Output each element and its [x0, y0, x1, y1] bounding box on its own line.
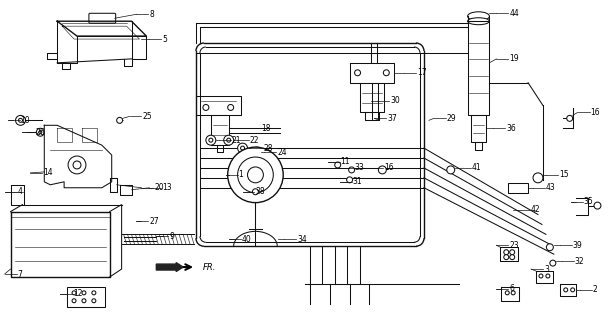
Text: 29: 29: [447, 114, 457, 123]
Circle shape: [72, 291, 76, 295]
Text: 10: 10: [20, 116, 30, 125]
Text: 19: 19: [509, 54, 519, 63]
Circle shape: [68, 156, 86, 174]
Circle shape: [504, 250, 509, 255]
Circle shape: [539, 274, 543, 278]
Circle shape: [92, 299, 96, 303]
Text: 28: 28: [264, 144, 273, 153]
Circle shape: [510, 255, 515, 260]
Text: 16: 16: [590, 108, 600, 117]
Text: 22: 22: [249, 136, 259, 145]
Text: 14: 14: [44, 168, 53, 177]
Text: 3: 3: [544, 265, 549, 274]
Text: 35: 35: [584, 197, 593, 206]
Text: 31: 31: [352, 177, 362, 186]
Text: 42: 42: [531, 205, 541, 214]
Text: 8: 8: [150, 10, 154, 19]
Circle shape: [224, 135, 234, 145]
FancyArrow shape: [156, 263, 183, 272]
Circle shape: [18, 118, 23, 122]
Circle shape: [354, 70, 360, 76]
Circle shape: [72, 299, 76, 303]
Circle shape: [227, 147, 283, 203]
Text: 18: 18: [261, 124, 271, 133]
Text: 41: 41: [471, 164, 481, 172]
Circle shape: [546, 274, 550, 278]
Circle shape: [15, 116, 26, 125]
FancyBboxPatch shape: [89, 13, 116, 23]
Bar: [508, 183, 528, 193]
Circle shape: [238, 157, 273, 193]
Circle shape: [533, 173, 543, 183]
Text: 1: 1: [238, 170, 243, 180]
Circle shape: [36, 128, 44, 136]
Text: 44: 44: [509, 9, 519, 18]
Text: 20: 20: [154, 183, 164, 192]
Text: 13: 13: [162, 183, 172, 192]
Text: 7: 7: [18, 269, 23, 278]
Text: 23: 23: [509, 241, 519, 250]
Text: 21: 21: [232, 136, 241, 145]
Circle shape: [116, 117, 123, 123]
Circle shape: [346, 177, 352, 183]
Circle shape: [505, 291, 509, 295]
Text: 25: 25: [142, 112, 152, 121]
Text: 43: 43: [546, 183, 555, 192]
Text: 2: 2: [593, 285, 597, 294]
Circle shape: [203, 105, 209, 110]
Text: 36: 36: [506, 124, 516, 133]
Text: 34: 34: [297, 235, 307, 244]
Circle shape: [511, 291, 515, 295]
Text: 4: 4: [18, 187, 23, 196]
Text: 40: 40: [242, 235, 251, 244]
Text: 5: 5: [162, 35, 167, 44]
Circle shape: [253, 189, 259, 195]
Text: 33: 33: [354, 164, 364, 172]
Ellipse shape: [468, 18, 489, 25]
Circle shape: [546, 244, 554, 251]
Circle shape: [594, 202, 601, 209]
Text: 37: 37: [387, 114, 397, 123]
Circle shape: [571, 288, 574, 292]
Circle shape: [378, 166, 386, 174]
Circle shape: [447, 166, 455, 174]
Text: 16: 16: [384, 164, 394, 172]
Text: 15: 15: [559, 170, 568, 180]
Circle shape: [82, 299, 86, 303]
Ellipse shape: [468, 12, 489, 21]
Text: FR.: FR.: [203, 263, 216, 272]
Text: 26: 26: [36, 128, 45, 137]
Text: 24: 24: [277, 148, 287, 156]
Circle shape: [510, 250, 515, 255]
Circle shape: [206, 135, 216, 145]
Circle shape: [238, 143, 248, 153]
Text: 11: 11: [341, 157, 350, 166]
Text: 9: 9: [169, 232, 174, 241]
Text: 6: 6: [509, 284, 514, 293]
Circle shape: [504, 255, 509, 260]
Text: 39: 39: [573, 241, 582, 250]
Circle shape: [92, 291, 96, 295]
Text: 30: 30: [390, 96, 400, 105]
Circle shape: [227, 105, 234, 110]
Circle shape: [383, 70, 389, 76]
Circle shape: [251, 147, 261, 157]
Circle shape: [335, 162, 341, 168]
Text: 12: 12: [73, 289, 83, 298]
Circle shape: [349, 167, 354, 173]
Circle shape: [82, 291, 86, 295]
Circle shape: [564, 288, 568, 292]
Text: 17: 17: [417, 68, 427, 77]
Circle shape: [567, 116, 573, 121]
Circle shape: [550, 260, 556, 266]
Text: 32: 32: [574, 257, 584, 266]
Text: 27: 27: [150, 217, 159, 226]
Text: 38: 38: [256, 187, 265, 196]
Circle shape: [248, 167, 264, 183]
Bar: [67, 287, 105, 307]
